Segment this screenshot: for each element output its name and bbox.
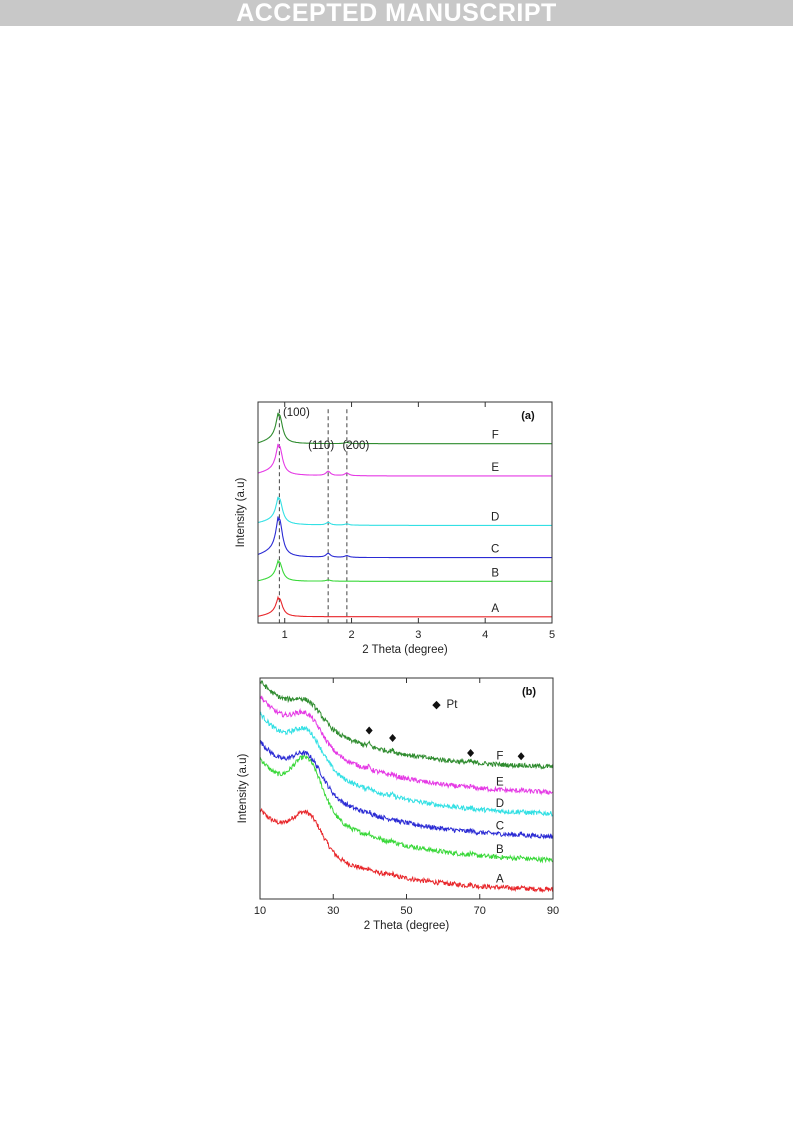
x-tick-label: 5 [549, 629, 555, 641]
x-tick-label: 4 [482, 629, 488, 641]
series-line-a [257, 595, 552, 618]
series-label-a: A [491, 603, 499, 615]
series-line-f [257, 412, 552, 445]
series-line-f [259, 680, 554, 770]
series-label-e: E [491, 462, 499, 474]
x-tick-label: 70 [474, 905, 486, 917]
series-line-e [257, 443, 552, 477]
pt-peak-marker [389, 733, 397, 742]
peak-annotation: (200) [342, 440, 369, 452]
pt-peak-marker [365, 726, 373, 735]
series-line-d [257, 496, 552, 526]
series-label-e: E [496, 777, 504, 789]
legend-label-pt: Pt [447, 699, 459, 711]
series-label-b: B [496, 844, 504, 856]
series-label-f: F [496, 751, 503, 763]
pt-peak-marker [467, 749, 475, 758]
x-axis-label: 2 Theta (degree) [362, 644, 448, 656]
accepted-manuscript-banner: ACCEPTED MANUSCRIPT [0, 0, 793, 26]
series-label-a: A [496, 873, 504, 885]
x-axis-label: 2 Theta (degree) [364, 920, 450, 932]
series-line-b [259, 754, 554, 864]
x-tick-label: 3 [415, 629, 421, 641]
series-label-c: C [491, 544, 499, 556]
x-tick-label: 30 [327, 905, 339, 917]
y-axis-label: Intensity (a.u) [235, 477, 247, 547]
panel-label: (b) [522, 686, 536, 698]
series-line-e [259, 695, 554, 796]
panel-a-chart: A BC D E F (100) (110) (200) 1 2 3 4 5 2 Theta (degre… [235, 401, 555, 656]
pt-peak-marker [517, 752, 525, 761]
peak-annotation: (110) [308, 440, 334, 452]
x-tick-label: 10 [254, 905, 266, 917]
series-label-d: D [491, 511, 499, 523]
x-tick-label: 1 [282, 629, 288, 641]
legend-diamond-icon: ◆ [432, 699, 441, 711]
series-line-d [259, 711, 554, 817]
series-label-d: D [496, 798, 504, 810]
panel-label: (a) [521, 410, 535, 422]
x-tick-label: 90 [547, 905, 559, 917]
plot-frame [257, 401, 553, 624]
series-line-a [259, 807, 554, 894]
x-tick-label: 50 [400, 905, 412, 917]
series-label-f: F [492, 430, 499, 442]
x-tick-label: 2 [348, 629, 354, 641]
peak-annotation: (100) [283, 407, 310, 419]
series-label-b: B [491, 567, 499, 579]
series-line-c [259, 740, 554, 840]
series-line-b [257, 558, 552, 582]
series-line-c [257, 516, 552, 559]
series-label-c: C [496, 821, 504, 833]
y-axis-label: Intensity (a.u) [237, 753, 249, 823]
